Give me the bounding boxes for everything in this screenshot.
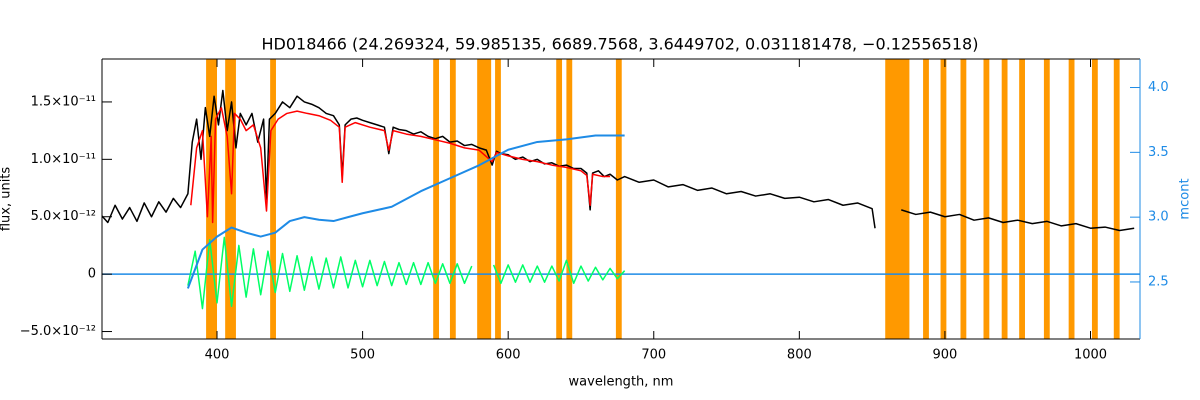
spectrum-line — [190, 106, 611, 224]
mask-band — [1091, 59, 1098, 339]
y2-tick-label: 3.0 — [1148, 210, 1169, 225]
mask-band — [449, 59, 456, 339]
x-axis-label: wavelength, nm — [569, 375, 674, 390]
mask-band — [433, 59, 440, 339]
mask-band — [1001, 59, 1008, 339]
y2-axis-label: mcont — [1178, 178, 1193, 219]
mask-band — [225, 59, 231, 339]
mask-band — [230, 59, 236, 339]
x-tick-label: 800 — [787, 348, 812, 363]
mask-band — [477, 59, 492, 339]
mask-band — [270, 59, 276, 339]
mask-band — [1068, 59, 1075, 339]
y2-tick-label: 4.0 — [1148, 80, 1169, 95]
y-tick-label: −5.0×10⁻¹² — [20, 324, 96, 339]
mask-band — [960, 59, 967, 339]
y-tick-label: 1.0×10⁻¹¹ — [31, 152, 96, 167]
y2-tick-label: 3.5 — [1148, 145, 1169, 160]
x-tick-label: 700 — [641, 348, 666, 363]
mask-band — [885, 59, 910, 339]
mask-band — [206, 59, 212, 339]
y-tick-label: 5.0×10⁻¹² — [31, 209, 96, 224]
mask-band — [923, 59, 929, 339]
mask-band — [556, 59, 563, 339]
mask-band — [566, 59, 573, 339]
mask-band — [495, 59, 501, 339]
spectrum-line — [187, 236, 626, 310]
mask-band — [1019, 59, 1025, 339]
y-tick-label: 0 — [88, 267, 96, 282]
plot-area — [102, 59, 1140, 339]
spectrum-line — [186, 134, 625, 289]
x-tick-label: 1000 — [1074, 348, 1107, 363]
mask-band — [1043, 59, 1050, 339]
mask-band — [211, 59, 218, 339]
y-axis-label: flux, units — [0, 167, 14, 232]
x-tick-label: 600 — [496, 348, 521, 363]
mask-band — [1113, 59, 1120, 339]
x-tick-label: 500 — [350, 348, 375, 363]
chart-title: HD018466 (24.269324, 59.985135, 6689.756… — [262, 35, 979, 54]
mask-band — [940, 59, 947, 339]
x-tick-label: 400 — [205, 348, 230, 363]
y-tick-label: 1.5×10⁻¹¹ — [31, 94, 96, 109]
x-tick-label: 900 — [933, 348, 958, 363]
mask-band — [615, 59, 622, 339]
y2-tick-label: 2.5 — [1148, 274, 1169, 289]
mask-band — [983, 59, 990, 339]
spectrum-line — [102, 89, 1135, 232]
